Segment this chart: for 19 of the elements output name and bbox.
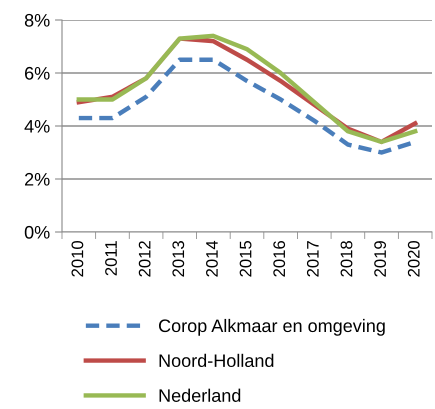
x-tick-label: 2014 [206,240,218,277]
x-tick-label: 2013 [172,241,184,277]
x-tick-label: 2011 [105,241,117,276]
y-tick-label: 4% [24,120,50,133]
x-tick-label: 2020 [408,240,420,277]
x-tick-label: 2017 [306,241,319,277]
y-tick-label: 2% [25,172,50,186]
legend-label: Nederland [160,388,240,402]
x-tick-label: 2019 [374,241,386,277]
y-tick-label: 0% [24,226,50,239]
x-tick-label: 2012 [138,241,151,277]
x-tick-label: 2018 [340,241,352,277]
legend-label: Corop Alkmaar en omgeving [158,318,385,336]
x-tick-label: 2015 [240,241,252,277]
x-tick-label: 2010 [71,240,84,277]
legend-label: Noord-Holland [160,354,274,368]
y-tick-label: 6% [25,66,50,80]
x-tick-label: 2016 [273,241,286,277]
y-tick-label: 8% [24,14,50,27]
